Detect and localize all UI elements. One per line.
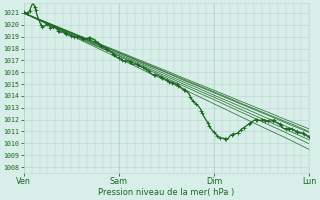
X-axis label: Pression niveau de la mer( hPa ): Pression niveau de la mer( hPa ): [98, 188, 235, 197]
